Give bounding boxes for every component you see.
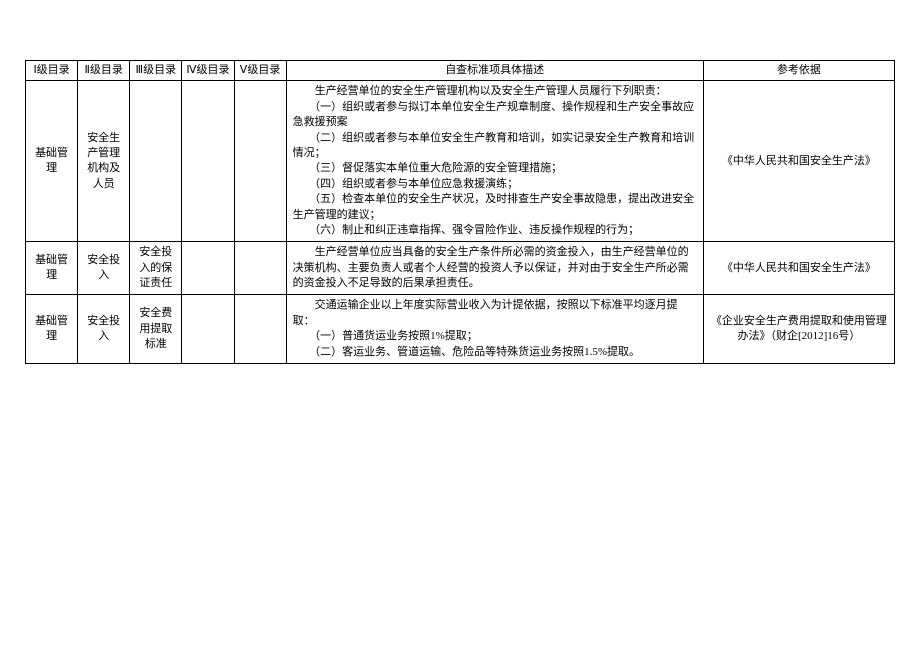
table-body: 基础管理安全生产管理机构及人员 生产经营单位的安全生产管理机构以及安全生产管理人… (26, 81, 895, 364)
cell-level1: 基础管理 (26, 81, 78, 242)
cell-level1: 基础管理 (26, 295, 78, 364)
header-level2: Ⅱ级目录 (78, 61, 130, 81)
header-level4: Ⅳ级目录 (182, 61, 234, 81)
cell-reference: 《中华人民共和国安全生产法》 (703, 81, 894, 242)
cell-description: 生产经营单位应当具备的安全生产条件所必需的资金投入，由生产经营单位的决策机构、主… (286, 242, 703, 295)
cell-reference: 《企业安全生产费用提取和使用管理办法》（财企[2012]16号） (703, 295, 894, 364)
cell-level2: 安全投入 (78, 242, 130, 295)
cell-level5 (234, 81, 286, 242)
cell-level2: 安全投入 (78, 295, 130, 364)
header-level3: Ⅲ级目录 (130, 61, 182, 81)
table-row: 基础管理安全投入安全投入的保证责任 生产经营单位应当具备的安全生产条件所必需的资… (26, 242, 895, 295)
table-row: 基础管理安全投入安全费用提取标准 交通运输企业以上年度实际营业收入为计提依据，按… (26, 295, 895, 364)
cell-level5 (234, 242, 286, 295)
table-row: 基础管理安全生产管理机构及人员 生产经营单位的安全生产管理机构以及安全生产管理人… (26, 81, 895, 242)
header-level1: Ⅰ级目录 (26, 61, 78, 81)
cell-level4 (182, 81, 234, 242)
cell-level3: 安全费用提取标准 (130, 295, 182, 364)
header-reference: 参考依据 (703, 61, 894, 81)
cell-level1: 基础管理 (26, 242, 78, 295)
inspection-standards-table: Ⅰ级目录 Ⅱ级目录 Ⅲ级目录 Ⅳ级目录 Ⅴ级目录 自查标准项具体描述 参考依据 … (25, 60, 895, 364)
cell-level3 (130, 81, 182, 242)
table-header-row: Ⅰ级目录 Ⅱ级目录 Ⅲ级目录 Ⅳ级目录 Ⅴ级目录 自查标准项具体描述 参考依据 (26, 61, 895, 81)
header-level5: Ⅴ级目录 (234, 61, 286, 81)
header-description: 自查标准项具体描述 (286, 61, 703, 81)
cell-level3: 安全投入的保证责任 (130, 242, 182, 295)
cell-description: 交通运输企业以上年度实际营业收入为计提依据，按照以下标准平均逐月提取： （一）普… (286, 295, 703, 364)
cell-level2: 安全生产管理机构及人员 (78, 81, 130, 242)
cell-level4 (182, 295, 234, 364)
cell-level4 (182, 242, 234, 295)
cell-description: 生产经营单位的安全生产管理机构以及安全生产管理人员履行下列职责： （一）组织或者… (286, 81, 703, 242)
cell-reference: 《中华人民共和国安全生产法》 (703, 242, 894, 295)
cell-level5 (234, 295, 286, 364)
